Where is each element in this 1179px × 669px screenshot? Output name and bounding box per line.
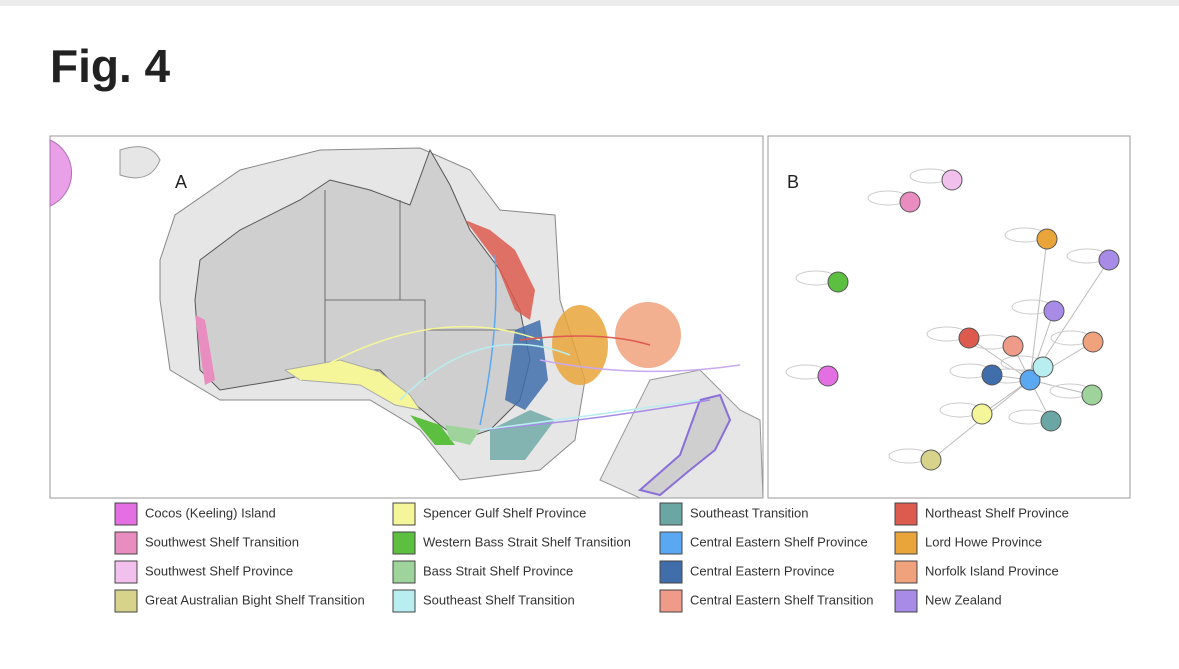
legend-label: Northeast Shelf Province — [925, 505, 1069, 520]
legend-label: Cocos (Keeling) Island — [145, 505, 276, 520]
figure-title: Fig. 4 — [50, 40, 171, 92]
legend-label: Western Bass Strait Shelf Transition — [423, 534, 631, 549]
legend-label: Great Australian Bight Shelf Transition — [145, 592, 365, 607]
legend-swatch — [894, 589, 918, 613]
region-lordhowe — [552, 305, 608, 385]
panel-b: B — [767, 135, 1131, 499]
legend-label: Southwest Shelf Transition — [145, 534, 299, 549]
network-node — [941, 169, 963, 191]
network-node — [1098, 249, 1120, 271]
legend-label: Southwest Shelf Province — [145, 563, 293, 578]
legend-label: Southeast Shelf Transition — [423, 592, 575, 607]
legend-swatch — [894, 502, 918, 526]
legend-swatch — [659, 560, 683, 584]
legend-label: Central Eastern Shelf Province — [690, 534, 868, 549]
network-node — [1019, 369, 1041, 391]
region-spencer — [283, 359, 422, 411]
legend-swatch — [114, 531, 138, 555]
eez — [119, 146, 161, 179]
network-node — [958, 327, 980, 349]
network-node — [971, 403, 993, 425]
cocos-region — [49, 139, 73, 207]
network-edge — [968, 337, 1031, 381]
legend-swatch — [894, 531, 918, 555]
new-zealand — [637, 393, 732, 497]
legend-label: Southeast Transition — [690, 505, 809, 520]
legend-swatch — [392, 531, 416, 555]
region-ne — [465, 220, 535, 320]
legend-label: Central Eastern Shelf Transition — [690, 592, 874, 607]
network-node — [920, 449, 942, 471]
legend-swatch — [659, 589, 683, 613]
network-node — [981, 364, 1003, 386]
legend-swatch — [114, 560, 138, 584]
legend-swatch — [114, 589, 138, 613]
region-bass — [445, 425, 480, 445]
connectivity-arrows — [299, 254, 741, 431]
region-ce — [505, 320, 548, 410]
state-borders — [324, 190, 520, 380]
legend-label: Spencer Gulf Shelf Province — [423, 505, 586, 520]
legend-label: Norfolk Island Province — [925, 563, 1059, 578]
network-node — [1043, 300, 1065, 322]
network-edge — [1029, 379, 1093, 396]
legend-label: Lord Howe Province — [925, 534, 1042, 549]
network-node — [1082, 331, 1104, 353]
panel-label: A — [175, 172, 187, 192]
panel-frame — [767, 135, 1131, 499]
region-sw-transition — [195, 315, 215, 385]
panel-a: A — [49, 135, 764, 499]
region-norfolk — [615, 302, 681, 368]
legend-swatch — [659, 502, 683, 526]
network-node — [1002, 335, 1024, 357]
legend-swatch — [392, 560, 416, 584]
legend-swatch — [659, 531, 683, 555]
network-node — [1040, 410, 1062, 432]
legend-swatch — [114, 502, 138, 526]
region-wbs — [410, 415, 455, 445]
network-node — [1036, 228, 1058, 250]
legend-swatch — [392, 502, 416, 526]
legend-label: New Zealand — [925, 592, 1002, 607]
network-node — [1081, 384, 1103, 406]
network-edge — [1029, 238, 1048, 381]
panel-label: B — [787, 172, 799, 192]
network-node — [1032, 356, 1054, 378]
network-node — [899, 191, 921, 213]
network-node — [817, 365, 839, 387]
legend-label: Bass Strait Shelf Province — [423, 563, 573, 578]
top-bar — [0, 0, 1179, 6]
network-node — [827, 271, 849, 293]
legend-swatch — [894, 560, 918, 584]
legend-label: Central Eastern Province — [690, 563, 835, 578]
legend-swatch — [392, 589, 416, 613]
